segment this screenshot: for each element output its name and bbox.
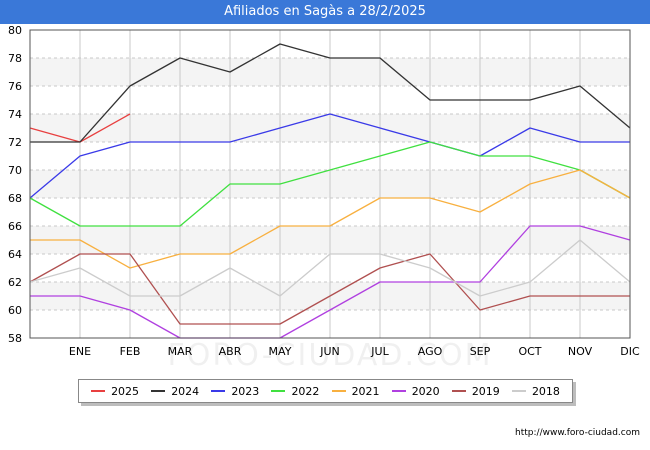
- legend-item-2025: 2025: [91, 385, 139, 398]
- x-tick-label: AGO: [418, 345, 443, 358]
- chart-legend: 2025 2024 2023 2022 2021 2020 2019 2018: [78, 379, 573, 403]
- y-tick-label: 72: [8, 136, 22, 149]
- legend-item-2018: 2018: [511, 384, 560, 398]
- x-tick-label: ENE: [69, 345, 91, 358]
- x-tick-label: ABR: [219, 345, 242, 358]
- legend-swatch: [391, 390, 406, 392]
- series-line-2019: [29, 253, 630, 325]
- legend-item-2022: 2022: [271, 385, 319, 398]
- legend-swatch: [151, 390, 166, 392]
- series-line-2020: [30, 225, 631, 339]
- watermark: FORO-CIUDAD.COM: [168, 338, 493, 373]
- x-tick-label: JUN: [319, 345, 340, 358]
- plot-frame: [29, 29, 631, 339]
- series-line-2021: [30, 169, 631, 269]
- x-tick-label: OCT: [518, 345, 541, 358]
- footer-url[interactable]: http://www.foro-ciudad.com: [515, 428, 640, 438]
- x-tick-label: SEP: [470, 345, 491, 358]
- legend-item-2023: 2023: [211, 385, 259, 398]
- legend-item-2024: 2024: [151, 385, 199, 398]
- y-tick-label: 60: [8, 304, 22, 317]
- legend-swatch: [211, 390, 226, 392]
- legend-swatch: [271, 390, 286, 392]
- x-tick-label: FEB: [120, 345, 141, 358]
- legend-swatch: [91, 390, 106, 392]
- y-tick-label: 80: [8, 24, 22, 37]
- x-tick-label: JUL: [370, 345, 389, 358]
- chart-title: Afiliados en Sagàs a 28/2/2025: [0, 0, 650, 24]
- legend-label: 2019: [471, 384, 500, 398]
- legend-label: 2024: [171, 384, 200, 398]
- y-tick-label: 62: [8, 276, 22, 289]
- legend-label: 2025: [111, 384, 140, 398]
- x-tick-label: DIC: [620, 345, 640, 358]
- y-tick-label: 66: [8, 220, 22, 233]
- y-tick-label: 64: [8, 248, 22, 261]
- legend-label: 2021: [351, 384, 380, 398]
- legend-label: 2020: [411, 384, 440, 398]
- series-line-2018: [29, 239, 631, 297]
- series-line-2024: [30, 43, 631, 143]
- legend-swatch: [511, 390, 526, 392]
- legend-label: 2018: [531, 384, 560, 398]
- legend-item-2020: 2020: [391, 384, 440, 398]
- legend-label: 2022: [291, 384, 320, 398]
- y-tick-label: 58: [8, 332, 22, 345]
- legend-item-2021: 2021: [331, 384, 380, 398]
- legend-item-2019: 2019: [451, 384, 500, 398]
- y-tick-label: 74: [8, 108, 22, 121]
- legend-swatch: [451, 390, 466, 392]
- x-tick-label: MAY: [269, 345, 292, 358]
- x-tick-label: NOV: [568, 345, 593, 358]
- y-tick-label: 78: [8, 52, 22, 65]
- y-tick-label: 70: [8, 164, 22, 177]
- x-tick-label: MAR: [168, 345, 193, 358]
- y-tick-label: 68: [8, 192, 22, 205]
- y-tick-label: 76: [8, 80, 22, 93]
- legend-swatch: [331, 390, 346, 392]
- legend-label: 2023: [231, 384, 260, 398]
- series-line-2022: [29, 141, 631, 227]
- series-line-2023: [29, 113, 630, 199]
